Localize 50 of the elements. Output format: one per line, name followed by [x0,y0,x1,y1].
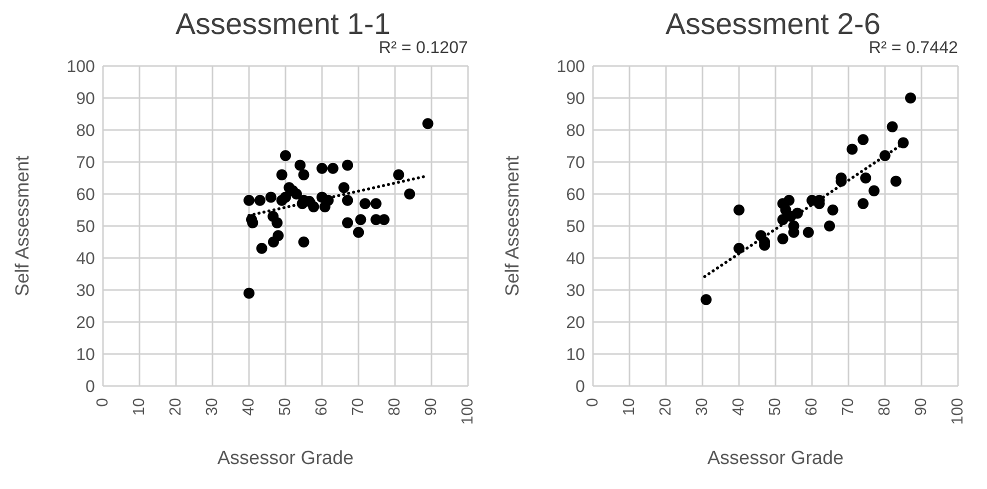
text: R² = 0.7442 [868,38,958,58]
y-tick-label: 20 [76,313,95,332]
chart-title: Assessment 1-1 [174,8,392,41]
x-tick-label: 10 [131,398,148,416]
x-tick-label: 90 [913,398,930,416]
text: R² = 0.1207 [378,38,468,58]
y-tick-label: 60 [76,185,95,204]
x-tick-label: 0 [584,398,602,407]
chart-title: Assessment 2-6 [664,8,882,41]
y-tick-label: 40 [566,249,585,268]
y-tick-label: 90 [76,89,95,108]
x-tick-label: 100 [950,398,966,425]
y-tick-label: 30 [566,281,585,300]
x-tick-label: 50 [277,398,294,416]
x-tick-label: 60 [314,398,330,416]
y-tick-label: 70 [566,153,585,172]
y-axis-title: Self Assessment [502,155,524,296]
y-axis-title: Self Assessment [12,155,34,296]
x-tick-label: 30 [204,398,221,416]
y-tick-label: 50 [566,217,585,236]
x-tick-label: 20 [658,398,674,416]
y-tick-label: 100 [66,57,95,76]
x-axis-title: Assessor Grade [217,448,354,469]
x-tick-label: 80 [386,398,404,416]
x-tick-label: 70 [350,398,367,416]
x-tick-label: 30 [694,398,711,416]
y-tick-label: 30 [76,281,95,300]
y-tick-label: 50 [76,217,95,236]
y-tick-label: 60 [566,185,585,204]
x-tick-label: 20 [168,398,184,416]
x-tick-label: 10 [621,398,638,416]
y-tick-label: 10 [566,345,585,364]
x-tick-label: 40 [730,398,748,416]
x-tick-label: 50 [767,398,784,416]
x-tick-label: 70 [840,398,857,416]
y-tick-label: 40 [76,249,95,268]
y-tick-label: 20 [566,313,585,332]
x-tick-label: 90 [423,398,440,416]
x-tick-label: 60 [804,398,820,416]
y-tick-label: 80 [76,121,95,140]
y-tick-label: 10 [76,345,95,364]
y-tick-label: 100 [556,57,585,76]
x-axis-title: Assessor Grade [707,448,844,469]
y-tick-label: 70 [76,153,95,172]
x-tick-label: 80 [876,398,894,416]
y-tick-label: 80 [566,121,585,140]
y-tick-label: 90 [566,89,585,108]
x-tick-label: 40 [240,398,258,416]
x-tick-label: 0 [94,398,112,407]
x-tick-label: 100 [460,398,476,425]
